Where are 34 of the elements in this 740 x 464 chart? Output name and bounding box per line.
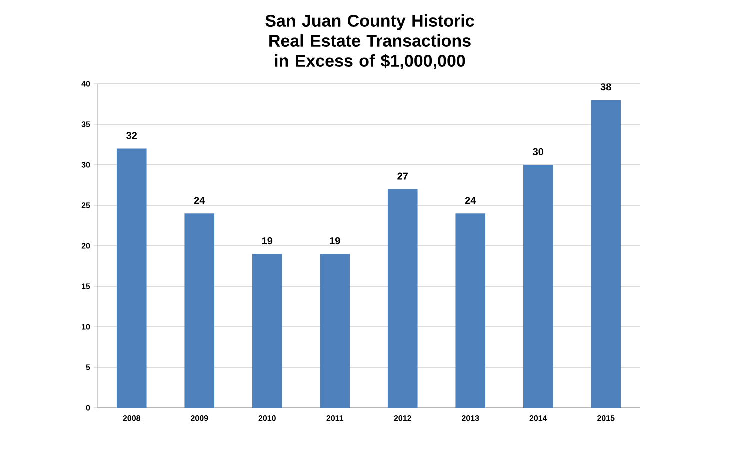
data-label: 30: [533, 148, 544, 156]
bar: [388, 189, 418, 408]
bar: [523, 165, 554, 408]
y-tick-label: 30: [82, 162, 90, 168]
data-label: 32: [126, 132, 138, 140]
data-label: 19: [330, 237, 340, 245]
bar: [184, 214, 215, 408]
data-label: 24: [465, 197, 476, 204]
y-tick-label: 20: [82, 243, 90, 249]
bar: [252, 254, 282, 408]
x-tick-label: 2014: [530, 416, 548, 422]
y-tick-label: 25: [82, 202, 90, 208]
bar: [116, 148, 147, 408]
x-tick-label: 2010: [258, 416, 276, 422]
x-tick-label: 2011: [326, 416, 344, 422]
data-label: 24: [194, 197, 206, 204]
bar: [591, 100, 622, 408]
y-tick-label: 35: [82, 122, 90, 128]
data-label: 38: [600, 84, 612, 91]
x-tick-label: 2012: [394, 416, 412, 422]
bar: [320, 254, 350, 408]
x-tick-label: 2015: [598, 416, 615, 422]
bar: [456, 214, 486, 408]
chart-title: San Juan County Historic Real Estate Transactions in Excess of $1,000,000: [266, 14, 474, 70]
data-label: 19: [262, 237, 273, 245]
x-tick-label: 2008: [123, 416, 141, 422]
y-tick-label: 40: [82, 81, 90, 87]
y-tick-label: 5: [86, 364, 90, 370]
y-tick-label: 10: [82, 324, 90, 330]
y-tick-label: 15: [82, 284, 90, 290]
x-tick-label: 2013: [462, 416, 480, 422]
x-tick-label: 2009: [191, 416, 208, 422]
y-tick-label: 0: [86, 405, 90, 411]
data-label: 27: [398, 172, 408, 180]
